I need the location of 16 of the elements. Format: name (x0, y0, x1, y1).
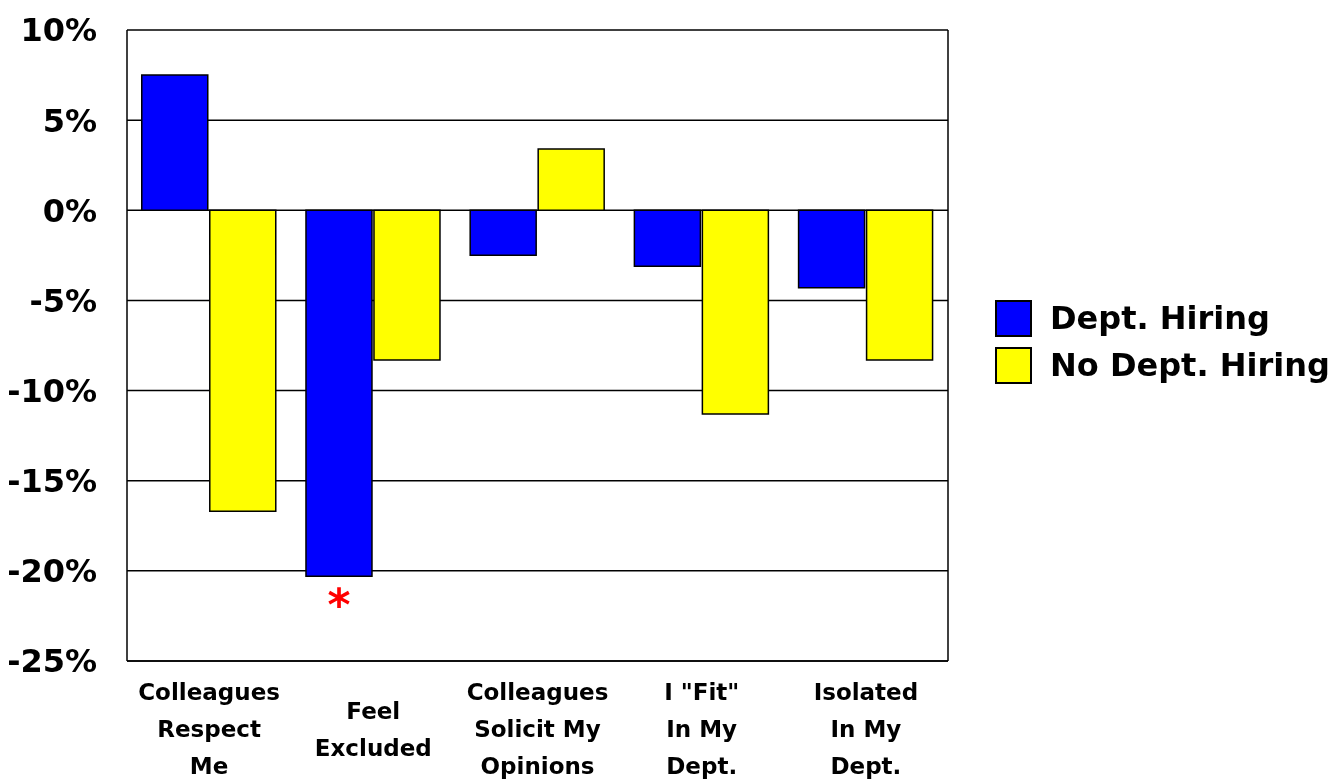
x-tick-label: Colleagues Solicit My Opinions (466, 679, 609, 779)
x-tick-label: Feel Excluded (314, 697, 432, 761)
legend-label: Dept. Hiring (1050, 299, 1270, 337)
y-tick-label: -20% (7, 552, 97, 591)
annotation: * (327, 579, 351, 631)
y-tick-label: -10% (7, 371, 97, 410)
y-tick-label: 5% (42, 101, 97, 140)
y-tick-label: 10% (20, 11, 97, 50)
x-tick-label: Isolated In My Dept. (813, 679, 919, 779)
legend-label: No Dept. Hiring (1050, 346, 1330, 384)
x-tick-label: Colleagues Respect Me (138, 679, 280, 779)
y-tick-label: 0% (42, 191, 97, 230)
y-tick-label: -15% (7, 462, 97, 501)
y-tick-label: -25% (7, 642, 97, 681)
y-tick-label: -5% (29, 281, 97, 320)
x-tick-label: I "Fit" In My Dept. (664, 679, 740, 779)
